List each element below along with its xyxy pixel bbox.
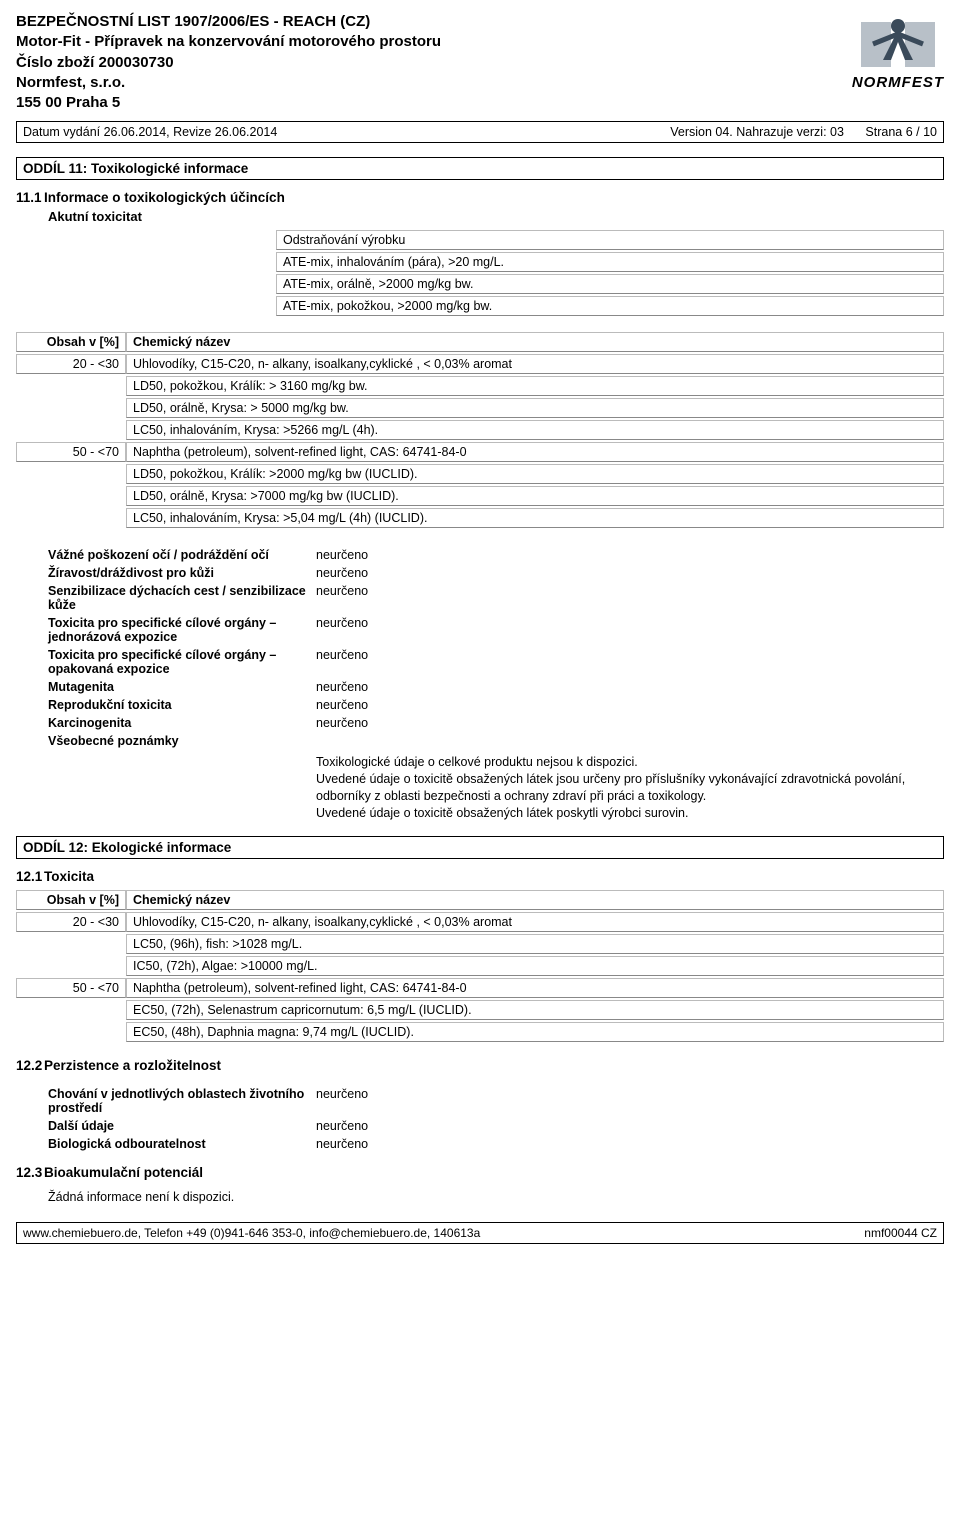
- tox-col2-hdr: Chemický název: [126, 332, 944, 352]
- section-12-2-title: Perzistence a rozložitelnost: [44, 1058, 221, 1073]
- logo-text: NORMFEST: [852, 74, 944, 91]
- section-12-3-title: Bioakumulační potenciál: [44, 1165, 203, 1180]
- property-label: Reprodukční toxicita: [48, 698, 316, 712]
- property-value: neurčeno: [316, 1087, 944, 1115]
- meta-version: Version 04. Nahrazuje verzi: 03: [670, 125, 844, 139]
- property-value: neurčeno: [316, 698, 944, 712]
- property-label: Další údaje: [48, 1119, 316, 1133]
- section-12-3-num: 12.3: [16, 1165, 44, 1180]
- section-12-3: 12.3 Bioakumulační potenciál: [16, 1165, 944, 1180]
- note-line: Uvedené údaje o toxicitě obsažených láte…: [316, 805, 944, 822]
- property-value: neurčeno: [316, 566, 944, 580]
- property-label: Biologická odbouratelnost: [48, 1137, 316, 1151]
- section-12-1-title: Toxicita: [44, 869, 94, 884]
- data-cell: LC50, inhalováním, Krysa: >5,04 mg/L (4h…: [126, 508, 944, 528]
- data-cell: LD50, pokožkou, Králík: > 3160 mg/kg bw.: [126, 376, 944, 396]
- data-cell: LD50, orálně, Krysa: >7000 mg/kg bw (IUC…: [126, 486, 944, 506]
- acute-toxicity-label: Akutní toxicitat: [48, 209, 944, 224]
- property-value: neurčeno: [316, 716, 944, 730]
- section-11-title: ODDÍL 11: Toxikologické informace: [16, 157, 944, 180]
- section-12-2-num: 12.2: [16, 1058, 44, 1073]
- data-cell: LD50, orálně, Krysa: > 5000 mg/kg bw.: [126, 398, 944, 418]
- property-label: Senzibilizace dýchacích cest / senzibili…: [48, 584, 316, 612]
- property-value: neurčeno: [316, 648, 944, 676]
- property-label: Toxicita pro specifické cílové orgány – …: [48, 648, 316, 676]
- footer-right: nmf00044 CZ: [864, 1226, 937, 1240]
- property-label: Chování v jednotlivých oblastech životní…: [48, 1087, 316, 1115]
- section-12-title: ODDÍL 12: Ekologické informace: [16, 836, 944, 859]
- removal-header: Odstraňování výrobku: [276, 230, 944, 250]
- range-cell: 50 - <70: [16, 978, 126, 998]
- data-cell: LC50, inhalováním, Krysa: >5266 mg/L (4h…: [126, 420, 944, 440]
- section-12-1: 12.1 Toxicita: [16, 869, 944, 884]
- footer-left: www.chemiebuero.de, Telefon +49 (0)941-6…: [23, 1226, 864, 1240]
- removal-block: Odstraňování výrobku ATE-mix, inhalování…: [276, 230, 944, 316]
- section-12-2: 12.2 Perzistence a rozložitelnost: [16, 1058, 944, 1073]
- note-line: Toxikologické údaje o celkové produktu n…: [316, 754, 944, 771]
- data-cell: EC50, (48h), Daphnia magna: 9,74 mg/L (I…: [126, 1022, 944, 1042]
- eco-col1-hdr: Obsah v [%]: [16, 890, 126, 910]
- persistence-properties: Chování v jednotlivých oblastech životní…: [48, 1087, 944, 1151]
- property-value: neurčeno: [316, 616, 944, 644]
- range-cell: 20 - <30: [16, 912, 126, 932]
- property-value: neurčeno: [316, 1137, 944, 1151]
- header-line-3: Číslo zboží 200030730: [16, 53, 944, 73]
- logo-figure-icon: [853, 12, 943, 72]
- meta-date: Datum vydání 26.06.2014, Revize 26.06.20…: [23, 125, 652, 139]
- section-11-1: 11.1 Informace o toxikologických účincíc…: [16, 190, 944, 205]
- header-line-5: 155 00 Praha 5: [16, 93, 944, 113]
- toxicology-properties: Vážné poškození očí / podráždění očíneur…: [48, 548, 944, 748]
- document-header: BEZPEČNOSTNÍ LIST 1907/2006/ES - REACH (…: [16, 12, 944, 113]
- header-line-2: Motor-Fit - Přípravek na konzervování mo…: [16, 32, 944, 52]
- property-value: neurčeno: [316, 548, 944, 562]
- removal-row: ATE-mix, orálně, >2000 mg/kg bw.: [276, 274, 944, 294]
- data-cell: IC50, (72h), Algae: >10000 mg/L.: [126, 956, 944, 976]
- section-12-1-num: 12.1: [16, 869, 44, 884]
- header-line-4: Normfest, s.r.o.: [16, 73, 944, 93]
- section-11-1-num: 11.1: [16, 190, 44, 205]
- data-cell: LC50, (96h), fish: >1028 mg/L.: [126, 934, 944, 954]
- removal-row: ATE-mix, inhalováním (pára), >20 mg/L.: [276, 252, 944, 272]
- chemical-name-cell: Uhlovodíky, C15-C20, n- alkany, isoalkan…: [126, 912, 944, 932]
- meta-bar: Datum vydání 26.06.2014, Revize 26.06.20…: [16, 121, 944, 143]
- property-value: neurčeno: [316, 680, 944, 694]
- section-11-1-title: Informace o toxikologických účincích: [44, 190, 285, 205]
- removal-row: ATE-mix, pokožkou, >2000 mg/kg bw.: [276, 296, 944, 316]
- property-label: Karcinogenita: [48, 716, 316, 730]
- header-line-1: BEZPEČNOSTNÍ LIST 1907/2006/ES - REACH (…: [16, 12, 944, 32]
- brand-logo: NORMFEST: [852, 12, 944, 91]
- data-cell: LD50, pokožkou, Králík: >2000 mg/kg bw (…: [126, 464, 944, 484]
- property-value: [316, 734, 944, 748]
- chemical-name-cell: Naphtha (petroleum), solvent-refined lig…: [126, 442, 944, 462]
- bioaccumulation-text: Žádná informace není k dispozici.: [48, 1190, 944, 1204]
- property-label: Toxicita pro specifické cílové orgány – …: [48, 616, 316, 644]
- chemical-name-cell: Naphtha (petroleum), solvent-refined lig…: [126, 978, 944, 998]
- page-footer: www.chemiebuero.de, Telefon +49 (0)941-6…: [16, 1222, 944, 1244]
- data-cell: EC50, (72h), Selenastrum capricornutum: …: [126, 1000, 944, 1020]
- range-cell: 20 - <30: [16, 354, 126, 374]
- chemical-name-cell: Uhlovodíky, C15-C20, n- alkany, isoalkan…: [126, 354, 944, 374]
- general-notes: Toxikologické údaje o celkové produktu n…: [316, 754, 944, 822]
- property-label: Všeobecné poznámky: [48, 734, 316, 748]
- ecology-table: Obsah v [%] Chemický název 20 - <30Uhlov…: [16, 888, 944, 1044]
- tox-col1-hdr: Obsah v [%]: [16, 332, 126, 352]
- toxicology-table: Obsah v [%] Chemický název 20 - <30Uhlov…: [16, 330, 944, 530]
- range-cell: 50 - <70: [16, 442, 126, 462]
- note-line: Uvedené údaje o toxicitě obsažených láte…: [316, 771, 944, 805]
- eco-col2-hdr: Chemický název: [126, 890, 944, 910]
- property-value: neurčeno: [316, 1119, 944, 1133]
- meta-page: Strana 6 / 10: [865, 125, 937, 139]
- property-label: Mutagenita: [48, 680, 316, 694]
- property-label: Vážné poškození očí / podráždění očí: [48, 548, 316, 562]
- property-value: neurčeno: [316, 584, 944, 612]
- property-label: Žíravost/dráždivost pro kůži: [48, 566, 316, 580]
